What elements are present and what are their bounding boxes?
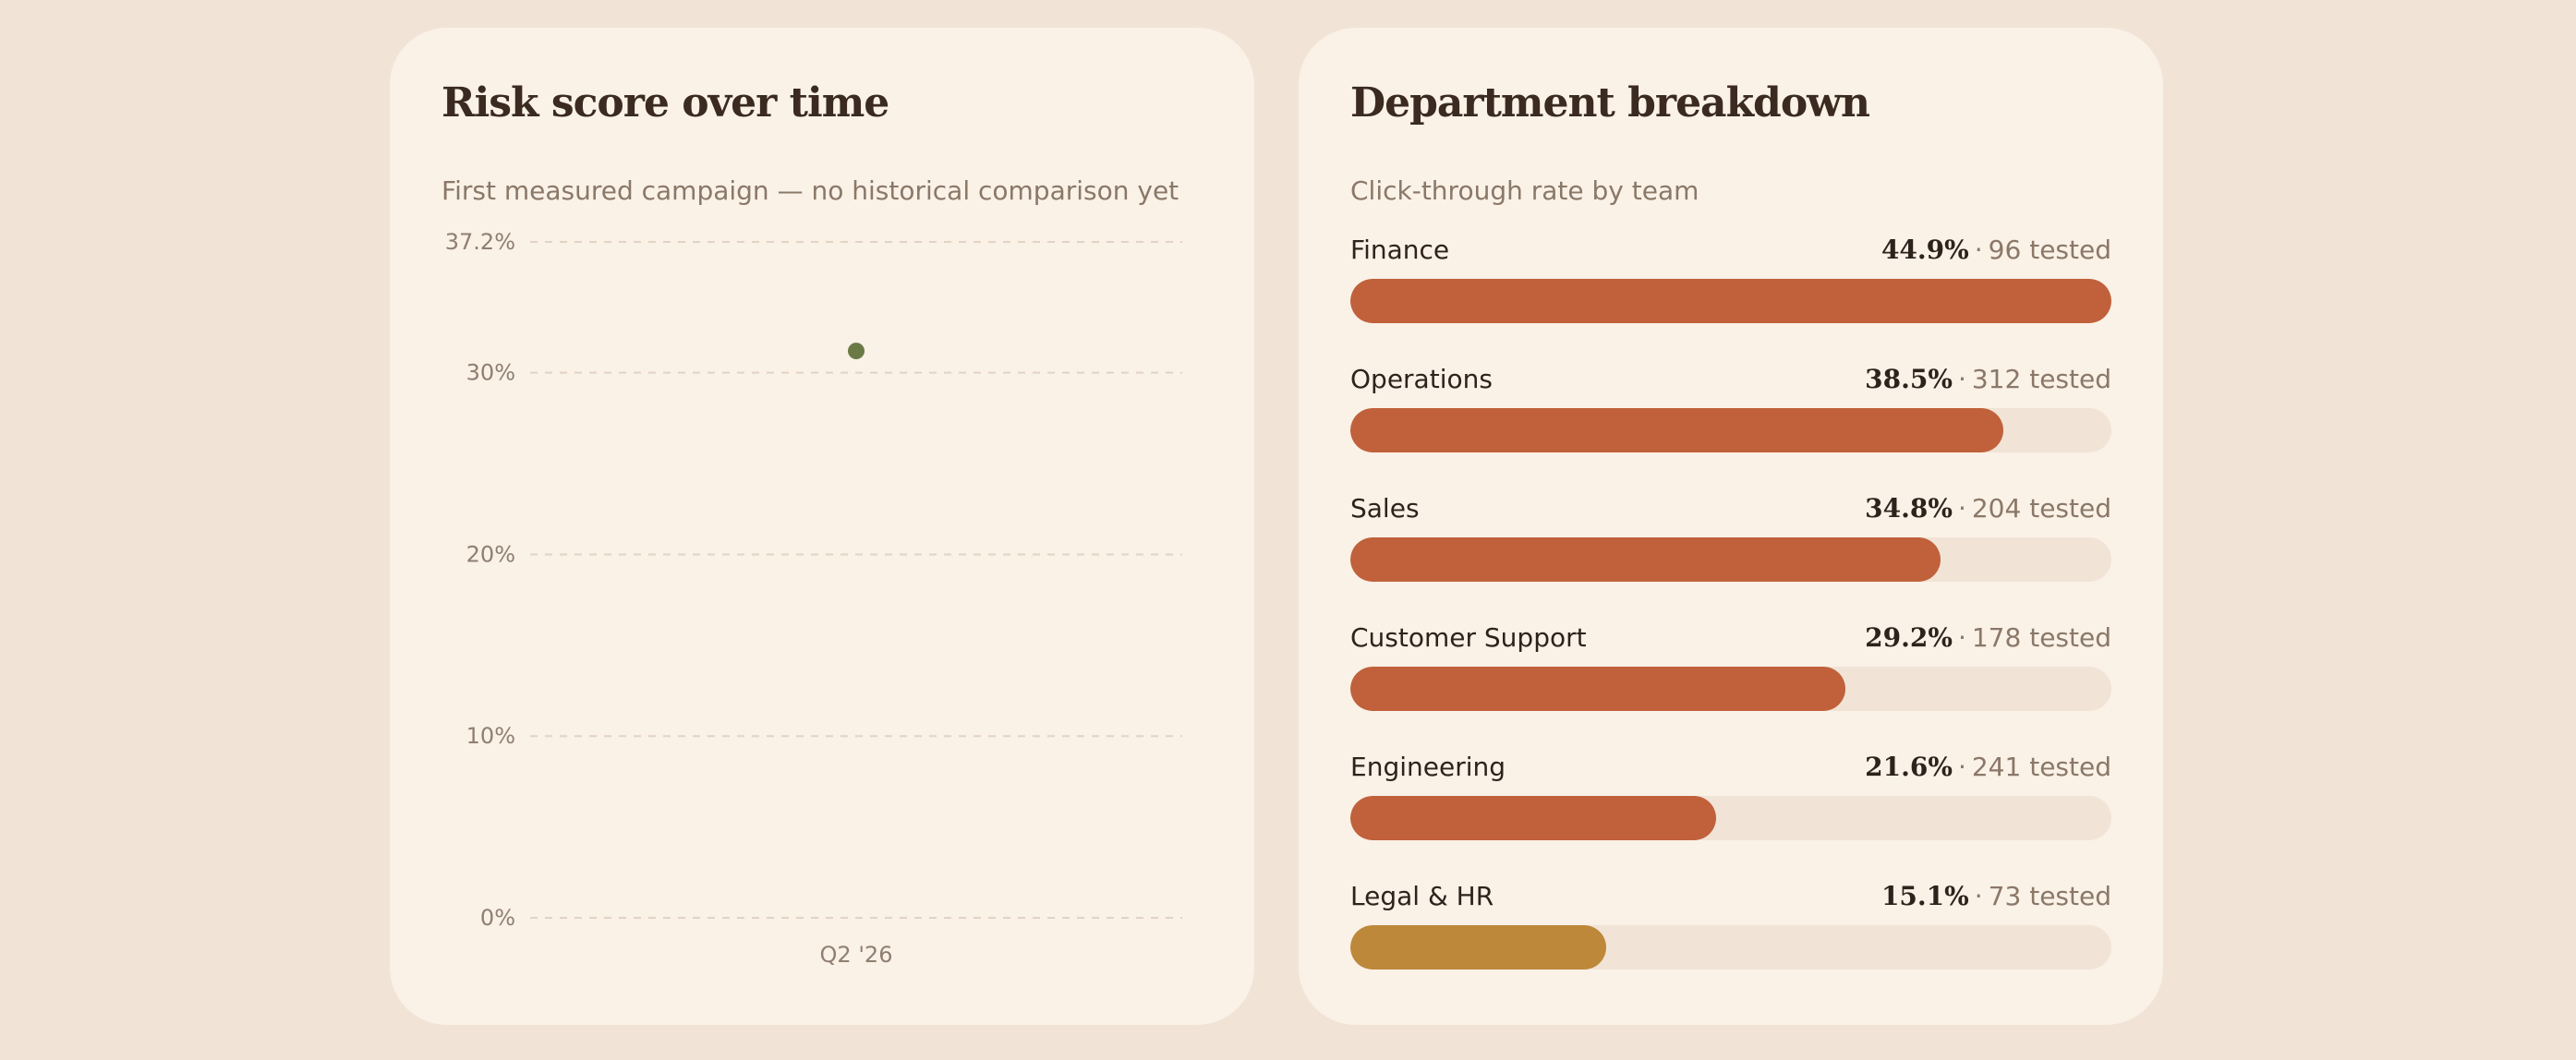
dept-card-subtitle: Click-through rate by team bbox=[1350, 175, 1699, 206]
department-bar[interactable] bbox=[1350, 925, 1606, 970]
y-tick-label: 20% bbox=[466, 541, 515, 567]
department-row: Sales 34.8% · 204 tested bbox=[1350, 493, 2111, 582]
tested-label: tested bbox=[2029, 752, 2111, 782]
click-rate-value: 34.8% bbox=[1865, 493, 1953, 524]
tested-count: 204 bbox=[1971, 493, 2022, 524]
department-stat: 38.5% · 312 tested bbox=[1865, 364, 2111, 395]
click-rate-value: 29.2% bbox=[1865, 622, 1953, 653]
click-rate-value: 38.5% bbox=[1865, 364, 1953, 394]
department-name: Legal & HR bbox=[1350, 881, 1494, 911]
tested-label: tested bbox=[2029, 493, 2111, 524]
bar-track bbox=[1350, 925, 2111, 970]
department-stat: 21.6% · 241 tested bbox=[1865, 752, 2111, 783]
y-tick-label: 30% bbox=[466, 360, 515, 386]
department-row: Engineering 21.6% · 241 tested bbox=[1350, 752, 2111, 840]
department-bar[interactable] bbox=[1350, 279, 2111, 323]
stat-separator: · bbox=[1974, 235, 1983, 265]
bar-track bbox=[1350, 537, 2111, 582]
dept-card-title: Department breakdown bbox=[1350, 79, 1870, 126]
tested-label: tested bbox=[2029, 881, 2111, 911]
department-name: Sales bbox=[1350, 493, 1420, 524]
y-tick-label: 37.2% bbox=[445, 229, 515, 255]
click-rate-value: 15.1% bbox=[1881, 881, 1969, 911]
department-bar[interactable] bbox=[1350, 796, 1716, 840]
tested-label: tested bbox=[2029, 622, 2111, 653]
stat-separator: · bbox=[1957, 364, 1966, 394]
department-name: Engineering bbox=[1350, 752, 1506, 782]
tested-count: 312 bbox=[1971, 364, 2022, 394]
bar-track bbox=[1350, 667, 2111, 711]
department-breakdown-card: Department breakdown Click-through rate … bbox=[1299, 28, 2163, 1025]
department-row: Legal & HR 15.1% · 73 tested bbox=[1350, 881, 2111, 970]
tested-count: 73 bbox=[1988, 881, 2022, 911]
tested-count: 96 bbox=[1988, 235, 2022, 265]
department-row: Customer Support 29.2% · 178 tested bbox=[1350, 622, 2111, 711]
risk-card-title: Risk score over time bbox=[441, 79, 889, 126]
y-tick-label: 0% bbox=[480, 905, 515, 931]
department-name: Customer Support bbox=[1350, 622, 1587, 653]
stat-separator: · bbox=[1957, 752, 1966, 782]
risk-score-card: Risk score over time First measured camp… bbox=[390, 28, 1254, 1025]
department-row: Finance 44.9% · 96 tested bbox=[1350, 235, 2111, 323]
department-bar[interactable] bbox=[1350, 667, 1845, 711]
bar-track bbox=[1350, 408, 2111, 452]
department-name: Operations bbox=[1350, 364, 1493, 394]
department-row: Operations 38.5% · 312 tested bbox=[1350, 364, 2111, 452]
department-name: Finance bbox=[1350, 235, 1450, 265]
click-rate-value: 21.6% bbox=[1865, 752, 1953, 782]
department-bar[interactable] bbox=[1350, 537, 1941, 582]
stat-separator: · bbox=[1957, 622, 1966, 653]
x-tick-label: Q2 '26 bbox=[820, 942, 893, 968]
stat-separator: · bbox=[1957, 493, 1966, 524]
department-stat: 29.2% · 178 tested bbox=[1865, 622, 2111, 654]
stat-separator: · bbox=[1974, 881, 1983, 911]
tested-count: 178 bbox=[1971, 622, 2022, 653]
department-bar[interactable] bbox=[1350, 408, 2003, 452]
tested-count: 241 bbox=[1971, 752, 2022, 782]
click-rate-value: 44.9% bbox=[1881, 235, 1969, 265]
tested-label: tested bbox=[2029, 235, 2111, 265]
risk-data-point[interactable] bbox=[848, 343, 865, 360]
department-stat: 34.8% · 204 tested bbox=[1865, 493, 2111, 524]
risk-score-chart: 0% 10% 20% 30% 37.2% Q2 '26 bbox=[445, 229, 1182, 968]
department-stat: 15.1% · 73 tested bbox=[1881, 881, 2111, 912]
bar-track bbox=[1350, 279, 2111, 323]
risk-card-subtitle: First measured campaign — no historical … bbox=[441, 175, 1179, 206]
bar-track bbox=[1350, 796, 2111, 840]
department-stat: 44.9% · 96 tested bbox=[1881, 235, 2111, 266]
tested-label: tested bbox=[2029, 364, 2111, 394]
y-tick-label: 10% bbox=[466, 723, 515, 749]
